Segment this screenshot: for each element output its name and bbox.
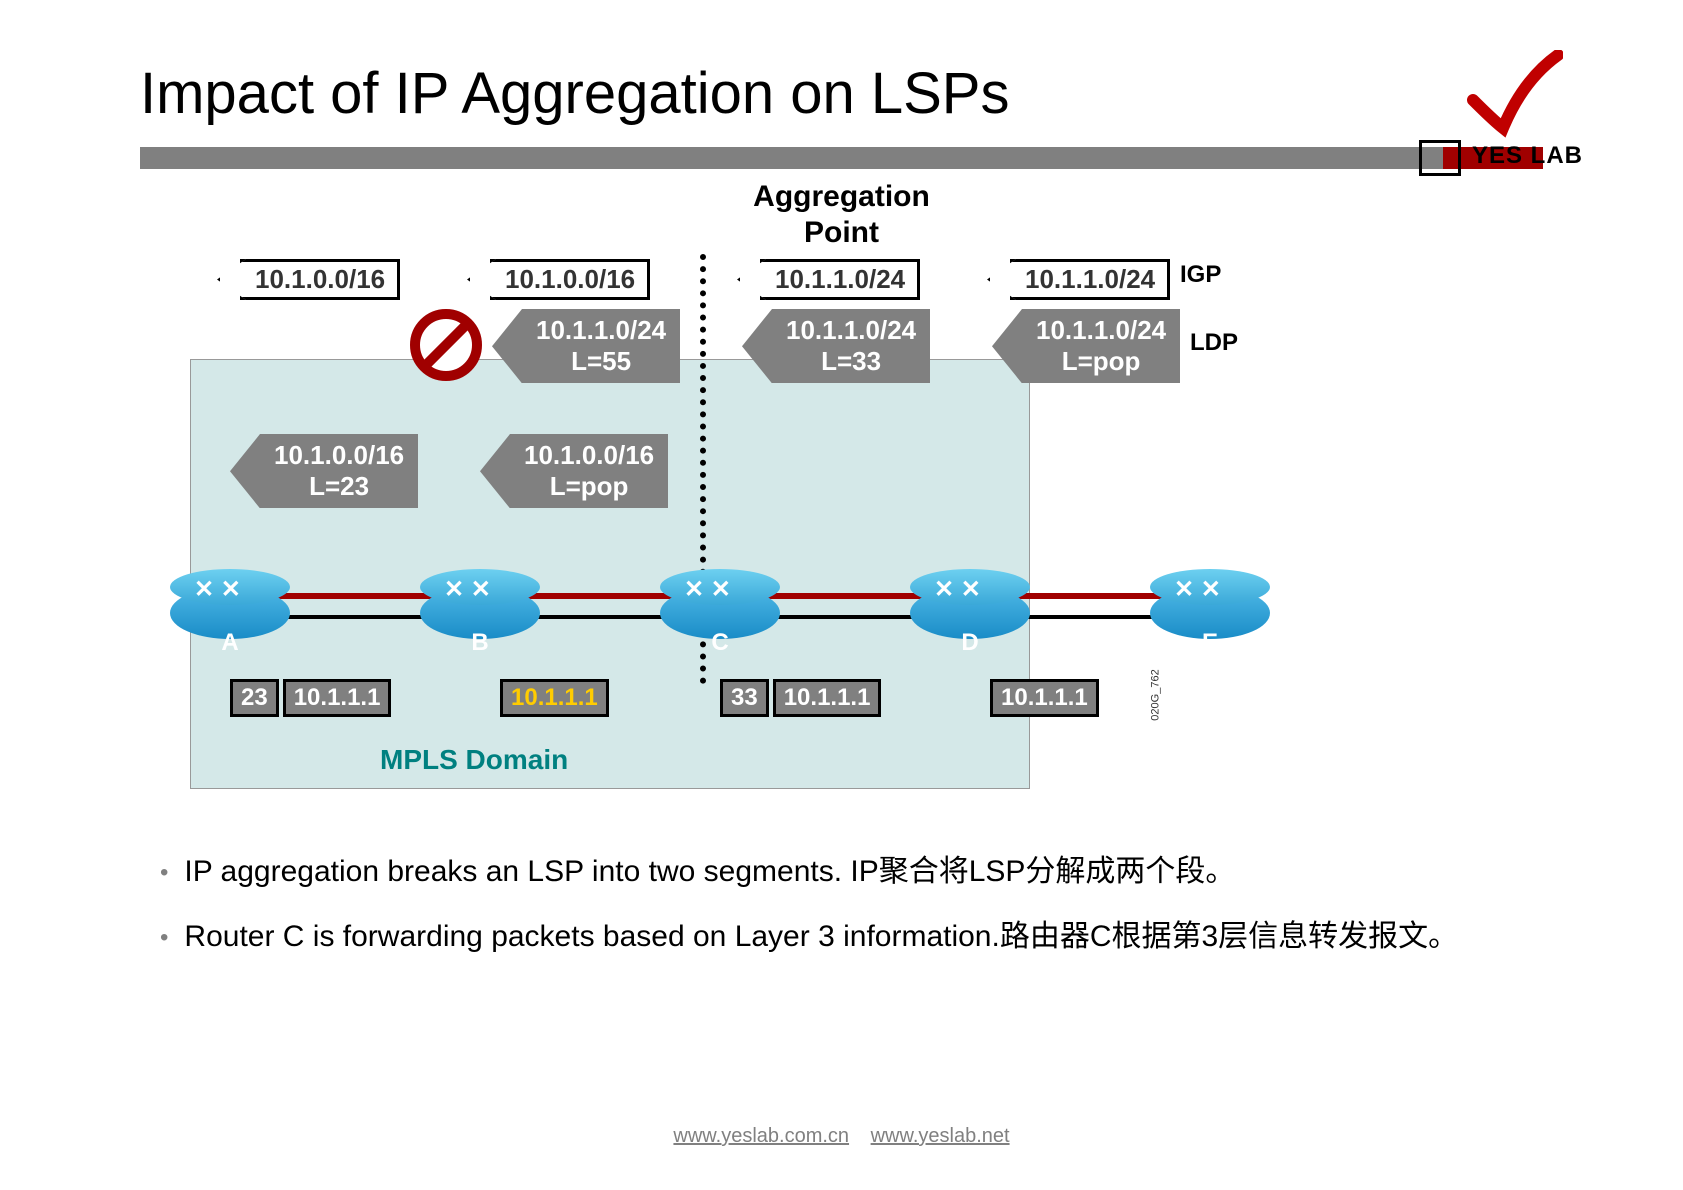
- router-b: ✕ ✕ B: [420, 569, 540, 649]
- packet-d: 10.1.1.1: [990, 679, 1099, 717]
- aggregation-title: AggregationPoint: [753, 179, 930, 251]
- igp-label-c: 10.1.1.0/24: [760, 259, 920, 300]
- bullet-1: •IP aggregation breaks an LSP into two s…: [160, 849, 1543, 894]
- igp-label-d: 10.1.1.0/24: [1010, 259, 1170, 300]
- image-id: 020G_762: [1150, 669, 1162, 720]
- header-bar: [140, 147, 1543, 169]
- ldp-label-c: 10.1.1.0/24L=33: [772, 309, 930, 383]
- footer-link-1[interactable]: www.yeslab.com.cn: [673, 1125, 849, 1147]
- logo-box: [1419, 140, 1461, 176]
- mpls-domain-label: MPLS Domain: [380, 744, 568, 776]
- ldp-side-label: LDP: [1190, 329, 1238, 357]
- igp-label-b: 10.1.0.0/16: [490, 259, 650, 300]
- diagram: AggregationPoint MPLS Domain 10.1.0.0/16…: [140, 179, 1543, 819]
- igp-label-a: 10.1.0.0/16: [240, 259, 400, 300]
- footer-link-2[interactable]: www.yeslab.net: [871, 1125, 1010, 1147]
- mpls-domain-bg: [190, 359, 1030, 789]
- checkmark-icon: [1463, 50, 1563, 140]
- router-e: ✕ ✕ E: [1150, 569, 1270, 649]
- logo: YES LAB: [1403, 70, 1603, 190]
- ldp-label-b-blocked: 10.1.1.0/24L=55: [522, 309, 680, 383]
- bullet-2: •Router C is forwarding packets based on…: [160, 914, 1543, 959]
- ldp-label-a: 10.1.0.0/16L=23: [260, 434, 418, 508]
- ldp-label-d: 10.1.1.0/24L=pop: [1022, 309, 1180, 383]
- footer-links: www.yeslab.com.cn www.yeslab.net: [665, 1125, 1017, 1148]
- forbidden-icon: [410, 309, 482, 381]
- packet-c: 33 10.1.1.1: [720, 679, 881, 717]
- packet-a: 23 10.1.1.1: [230, 679, 391, 717]
- igp-side-label: IGP: [1180, 261, 1221, 289]
- router-a: ✕ ✕ A: [170, 569, 290, 649]
- ldp-label-b: 10.1.0.0/16L=pop: [510, 434, 668, 508]
- bullet-list: •IP aggregation breaks an LSP into two s…: [140, 849, 1543, 959]
- logo-text: YES LAB: [1472, 142, 1583, 170]
- page-title: Impact of IP Aggregation on LSPs: [140, 60, 1543, 127]
- router-c: ✕ ✕ C: [660, 569, 780, 649]
- packet-b: 10.1.1.1: [500, 679, 609, 717]
- router-d: ✕ ✕ D: [910, 569, 1030, 649]
